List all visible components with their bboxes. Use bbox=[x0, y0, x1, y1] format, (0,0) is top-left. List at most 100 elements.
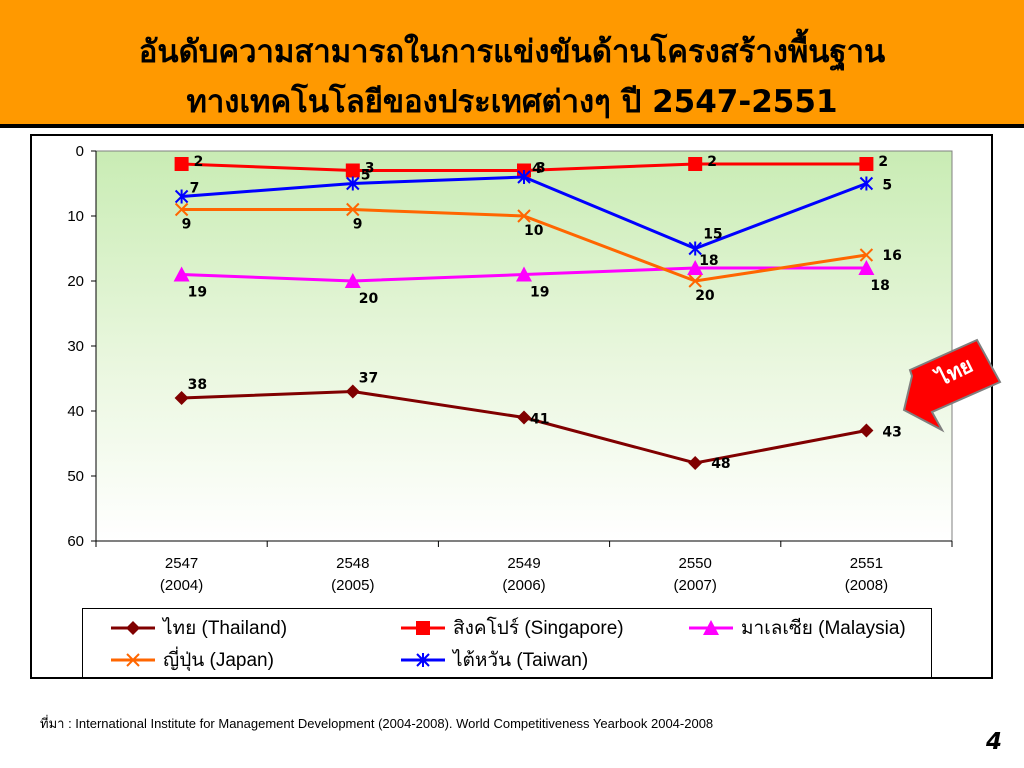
legend-item: มาเลเซีย (Malaysia) bbox=[687, 615, 906, 641]
series-3-marker bbox=[687, 260, 704, 275]
series-5-marker bbox=[517, 170, 531, 184]
series-5-marker bbox=[688, 241, 702, 256]
series-5-marker bbox=[859, 176, 874, 191]
series-4-marker bbox=[688, 274, 702, 288]
y-tick-label: 30 bbox=[67, 338, 84, 355]
series-5-marker bbox=[174, 189, 189, 204]
series-4-data-label: 10 bbox=[524, 223, 544, 239]
x-tick-label: 2549 bbox=[507, 555, 540, 572]
slide-title-line-1: อันดับความสามารถในการแข่งขันด้านโครงสร้า… bbox=[138, 34, 886, 70]
legend-marker bbox=[416, 653, 430, 667]
source-text: : International Institute for Management… bbox=[64, 716, 714, 731]
series-2-data-label: 2 bbox=[878, 154, 888, 170]
x-tick-label: (2008) bbox=[845, 577, 888, 594]
series-4-marker-stroke bbox=[174, 202, 189, 217]
series-3-marker bbox=[344, 273, 361, 288]
series-2-data-label: 3 bbox=[536, 161, 546, 177]
source-prefix: ที่มา bbox=[40, 716, 65, 731]
x-tick-label: 2551 bbox=[850, 555, 883, 572]
series-3-marker bbox=[173, 266, 190, 282]
series-1-marker bbox=[174, 391, 189, 405]
x-tick-label: (2006) bbox=[502, 577, 545, 594]
series-5-data-label: 15 bbox=[703, 227, 722, 243]
series-2-marker bbox=[688, 157, 703, 171]
series-3-marker bbox=[858, 260, 875, 275]
series-4-marker bbox=[346, 202, 360, 217]
legend-label: สิงคโปร์ (Singapore) bbox=[453, 618, 624, 639]
series-4-marker bbox=[174, 202, 189, 217]
x-tick-label: 2550 bbox=[679, 555, 712, 572]
series-3-data-label: 18 bbox=[870, 278, 889, 294]
series-4-marker-stroke bbox=[346, 202, 360, 217]
y-tick-label: 40 bbox=[67, 403, 84, 420]
legend-marker-stroke bbox=[126, 653, 140, 667]
series-4-data-label: 16 bbox=[882, 248, 901, 264]
legend-swatch bbox=[401, 653, 445, 667]
series-5-marker bbox=[346, 176, 360, 191]
series-4-data-label: 9 bbox=[182, 217, 192, 233]
y-tick-label: 0 bbox=[76, 143, 84, 160]
series-2-marker bbox=[859, 157, 874, 171]
series-2-data-label: 2 bbox=[194, 154, 204, 170]
series-1-data-label: 41 bbox=[530, 412, 549, 428]
series-2-marker bbox=[345, 163, 360, 178]
slide-title-line-2: ทางเทคโนโลยีของประเทศต่างๆ ปี 2547-2551 bbox=[186, 84, 838, 120]
y-tick-label: 60 bbox=[67, 533, 84, 550]
thailand-callout-arrow: ไทย bbox=[902, 338, 1002, 433]
legend-marker bbox=[126, 653, 140, 667]
series-3-data-label: 19 bbox=[188, 285, 207, 301]
series-4-marker-stroke bbox=[859, 248, 874, 262]
legend-label: ไทย (Thailand) bbox=[163, 618, 288, 639]
series-lines bbox=[173, 157, 875, 470]
series-1-data-label: 37 bbox=[359, 371, 378, 387]
series-1-data-label: 48 bbox=[711, 456, 730, 472]
chart-legend: ไทย (Thailand) สิงคโปร์ (Singapore) มาเลเซ… bbox=[82, 608, 932, 678]
series-4-data-label: 20 bbox=[695, 288, 715, 304]
series-5-data-label: 7 bbox=[190, 181, 200, 197]
page-number: 4 bbox=[985, 729, 1002, 755]
series-2-marker bbox=[174, 157, 189, 171]
series-2-data-label: 2 bbox=[707, 154, 717, 170]
legend-item: ไทย (Thailand) bbox=[109, 615, 287, 641]
legend-item: สิงคโปร์ (Singapore) bbox=[399, 615, 624, 641]
legend-swatch bbox=[689, 620, 733, 635]
series-5-data-label: 4 bbox=[532, 161, 542, 177]
series-4-marker bbox=[517, 209, 531, 223]
series-1-marker bbox=[688, 456, 703, 470]
legend-swatch bbox=[401, 621, 445, 635]
y-tick-label: 50 bbox=[67, 468, 84, 485]
legend-swatch bbox=[111, 621, 155, 635]
series-4-marker-stroke bbox=[517, 209, 531, 223]
series-3-marker bbox=[516, 266, 532, 282]
x-tick-label: (2005) bbox=[331, 577, 374, 594]
series-4-data-label: 9 bbox=[353, 217, 363, 233]
series-4-marker bbox=[859, 248, 874, 262]
series-1-marker bbox=[859, 423, 874, 438]
legend-label: ญี่ปุ่น (Japan) bbox=[163, 650, 274, 671]
series-3-data-label: 20 bbox=[359, 291, 379, 307]
axes: 01020304050602547(2004)2548(2005)2549(20… bbox=[67, 143, 953, 594]
series-1-data-label: 43 bbox=[882, 425, 901, 441]
x-tick-label: (2004) bbox=[160, 577, 203, 594]
series-3-data-label: 19 bbox=[530, 285, 549, 301]
series-5-data-label: 5 bbox=[882, 178, 892, 194]
title-bar: อันดับความสามารถในการแข่งขันด้านโครงสร้า… bbox=[0, 0, 1024, 128]
x-tick-label: 2547 bbox=[165, 555, 198, 572]
y-tick-label: 10 bbox=[67, 208, 84, 225]
x-tick-label: (2007) bbox=[674, 577, 717, 594]
series-4-marker-stroke bbox=[688, 274, 702, 288]
legend-item: ญี่ปุ่น (Japan) bbox=[109, 647, 274, 673]
arrow-icon bbox=[902, 338, 1002, 433]
series-5-data-label: 5 bbox=[361, 168, 371, 184]
x-tick-label: 2548 bbox=[336, 555, 369, 572]
series-1-marker bbox=[345, 384, 360, 399]
legend-swatch bbox=[111, 653, 155, 667]
legend-marker bbox=[126, 621, 140, 635]
legend-label: มาเลเซีย (Malaysia) bbox=[741, 618, 906, 639]
legend-marker bbox=[416, 621, 430, 635]
y-tick-label: 20 bbox=[67, 273, 84, 290]
legend-marker bbox=[703, 620, 719, 635]
series-1-data-label: 38 bbox=[188, 377, 207, 393]
